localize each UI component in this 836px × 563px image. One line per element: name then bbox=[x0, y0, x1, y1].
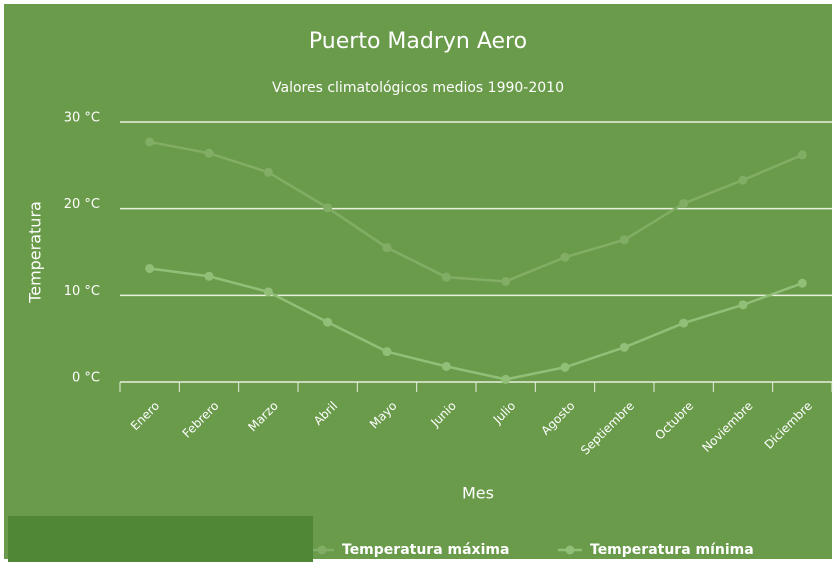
x-axis-label: Mes bbox=[462, 484, 494, 503]
data-point bbox=[679, 318, 689, 328]
data-point bbox=[797, 278, 807, 288]
background bbox=[4, 4, 832, 559]
y-axis-label: Temperatura bbox=[26, 201, 45, 304]
y-tick-label: 10 °C bbox=[64, 284, 100, 299]
data-point bbox=[263, 167, 273, 177]
data-point bbox=[382, 347, 392, 357]
data-point bbox=[619, 235, 629, 245]
data-point bbox=[441, 361, 451, 371]
data-point bbox=[145, 263, 155, 273]
data-point bbox=[501, 276, 511, 286]
data-point bbox=[501, 374, 511, 384]
data-point bbox=[382, 243, 392, 253]
legend: Temperatura máxima Temperatura mínima bbox=[310, 542, 754, 558]
data-point bbox=[738, 175, 748, 185]
data-point bbox=[560, 362, 570, 372]
data-point bbox=[797, 150, 807, 160]
chart-title: Puerto Madryn Aero bbox=[309, 29, 527, 54]
legend-label: Temperatura mínima bbox=[590, 542, 754, 558]
chart-subtitle: Valores climatológicos medios 1990-2010 bbox=[272, 80, 564, 96]
data-point bbox=[204, 148, 214, 158]
legend-marker bbox=[565, 545, 575, 555]
data-point bbox=[323, 317, 333, 327]
data-point bbox=[204, 271, 214, 281]
data-point bbox=[263, 287, 273, 297]
data-point bbox=[441, 272, 451, 282]
y-tick-label: 30 °C bbox=[64, 111, 100, 126]
data-point bbox=[323, 203, 333, 213]
data-point bbox=[679, 198, 689, 208]
legend-label: Temperatura máxima bbox=[342, 542, 509, 558]
data-point bbox=[145, 137, 155, 147]
legend-marker bbox=[317, 545, 327, 555]
data-point bbox=[738, 300, 748, 310]
y-tick-label: 20 °C bbox=[64, 197, 100, 212]
y-tick-label: 0 °C bbox=[72, 371, 100, 386]
series-line bbox=[149, 140, 803, 283]
series-line bbox=[149, 267, 803, 381]
data-point bbox=[560, 252, 570, 262]
overlay-block bbox=[8, 516, 313, 562]
data-point bbox=[619, 342, 629, 352]
